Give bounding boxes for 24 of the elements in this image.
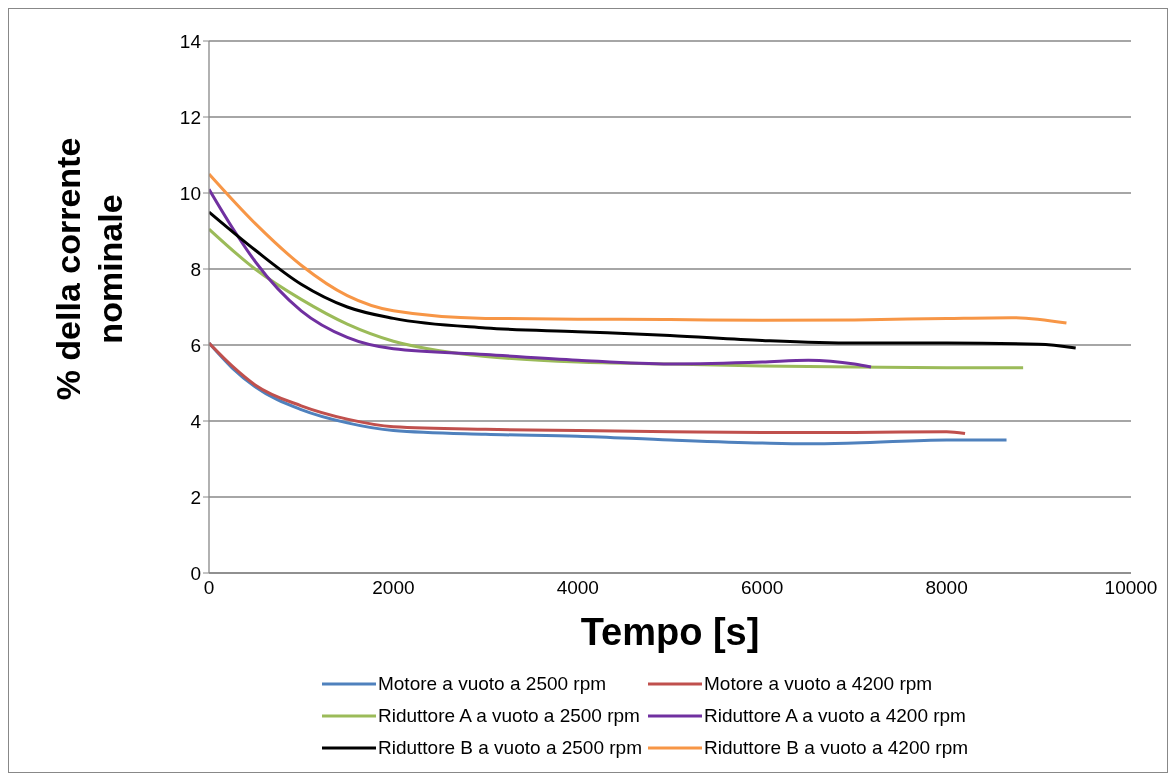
y-tick-label: 8 — [190, 258, 201, 280]
legend-label: Motore a vuoto a 2500 rpm — [377, 673, 607, 695]
y-axis-title: % della corrente nominale — [48, 136, 130, 403]
x-tick-label: 8000 — [925, 577, 968, 599]
y-tick-label: 6 — [190, 334, 201, 356]
x-tick-label: 10000 — [1104, 577, 1158, 599]
line-series — [209, 172, 1068, 325]
legend-label: Motore a vuoto a 4200 rpm — [704, 673, 933, 695]
legend-label: Riduttore B a vuoto a 2500 rpm — [377, 737, 642, 759]
x-tick-label: 2000 — [372, 577, 415, 599]
y-tick-label: 12 — [179, 106, 201, 128]
line-series — [209, 210, 1078, 350]
y-tick-label: 2 — [190, 486, 201, 508]
x-axis-title: Tempo [s] — [580, 611, 760, 653]
y-tick-label: 10 — [179, 182, 201, 204]
y-tick-label: 4 — [190, 410, 202, 432]
legend-label: Riduttore A a vuoto a 4200 rpm — [704, 705, 966, 727]
y-tick-label: 14 — [179, 30, 202, 52]
legend-label: Riduttore B a vuoto a 4200 rpm — [704, 737, 969, 759]
legend-label: Riduttore A a vuoto a 2500 rpm — [377, 705, 640, 727]
y-tick-label: 0 — [190, 562, 201, 584]
x-tick-label: 6000 — [741, 577, 784, 599]
line-series — [209, 187, 873, 369]
x-tick-label: 4000 — [556, 577, 599, 599]
